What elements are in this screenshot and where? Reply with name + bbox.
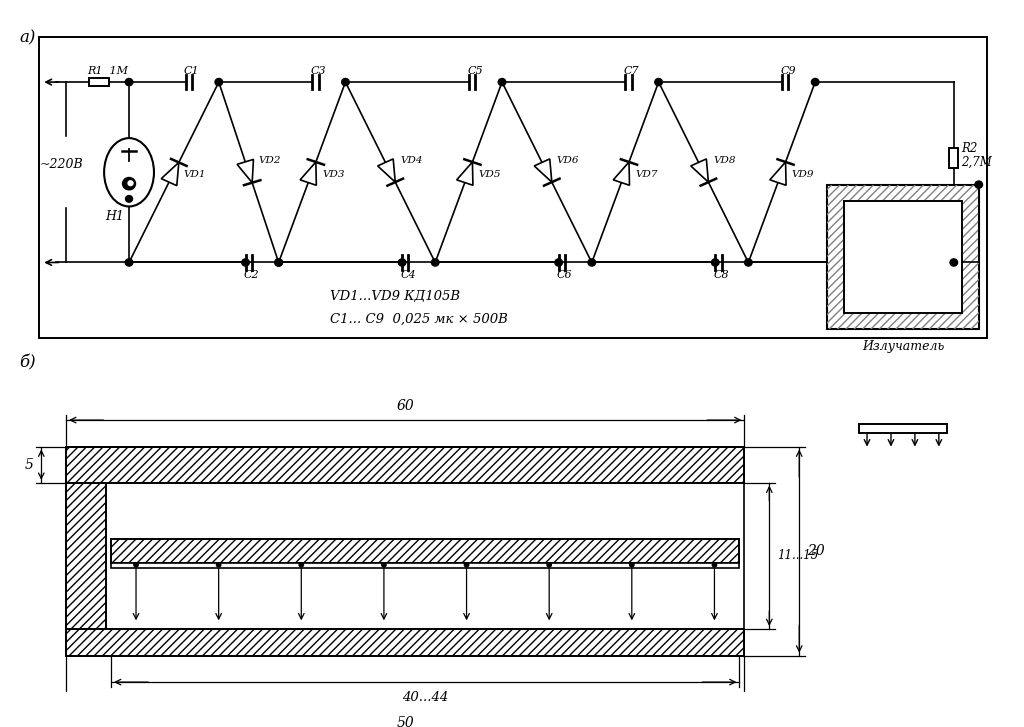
Circle shape	[630, 563, 634, 567]
Text: Излучатель: Излучатель	[862, 340, 944, 353]
Bar	[859, 424, 947, 433]
Polygon shape	[535, 159, 552, 182]
Text: VD4: VD4	[400, 156, 423, 165]
Bar	[827, 185, 979, 329]
Circle shape	[464, 563, 469, 567]
Bar	[89, 79, 110, 86]
Bar	[111, 539, 739, 563]
Polygon shape	[457, 162, 473, 185]
Text: VD1...VD9 КД105В: VD1...VD9 КД105В	[331, 291, 461, 303]
Bar	[67, 629, 744, 656]
Circle shape	[712, 259, 719, 266]
Bar	[67, 483, 106, 629]
Text: C6: C6	[557, 270, 572, 280]
Circle shape	[382, 563, 386, 567]
Polygon shape	[300, 162, 316, 185]
Text: R1  1М: R1 1М	[87, 65, 128, 76]
Circle shape	[126, 196, 132, 202]
Text: VD7: VD7	[635, 170, 657, 179]
Circle shape	[431, 259, 439, 266]
Circle shape	[134, 563, 138, 567]
Text: C5: C5	[467, 65, 482, 76]
Text: C4: C4	[400, 270, 416, 280]
Text: а): а)	[19, 29, 36, 46]
Text: C8: C8	[714, 270, 729, 280]
Text: C2: C2	[244, 270, 259, 280]
Text: 20: 20	[807, 544, 825, 558]
Text: VD5: VD5	[478, 170, 501, 179]
Text: R2: R2	[961, 142, 977, 156]
Text: VD3: VD3	[322, 170, 344, 179]
Text: C3: C3	[310, 65, 327, 76]
Text: VD6: VD6	[557, 156, 580, 165]
Circle shape	[274, 259, 283, 266]
Text: 60: 60	[396, 399, 414, 414]
Bar	[67, 446, 744, 483]
Circle shape	[555, 259, 562, 266]
Circle shape	[654, 79, 663, 86]
Bar	[111, 539, 739, 563]
Circle shape	[299, 563, 303, 567]
Polygon shape	[613, 162, 630, 185]
Text: 5: 5	[25, 458, 34, 472]
Circle shape	[125, 259, 133, 266]
Bar	[39, 36, 987, 339]
Bar	[949, 148, 958, 169]
Circle shape	[123, 177, 135, 190]
Bar	[844, 201, 962, 313]
Text: Н1: Н1	[105, 210, 124, 222]
Circle shape	[215, 79, 222, 86]
Text: C1... C9  0,025 мк × 500В: C1... C9 0,025 мк × 500В	[331, 313, 508, 326]
Circle shape	[950, 259, 957, 266]
Bar	[67, 483, 106, 629]
Circle shape	[398, 259, 406, 266]
Text: C9: C9	[780, 65, 796, 76]
Text: VD8: VD8	[714, 156, 736, 165]
Bar	[67, 446, 744, 656]
Text: б): б)	[19, 355, 36, 371]
Circle shape	[588, 259, 596, 266]
Ellipse shape	[104, 138, 154, 206]
Bar	[67, 446, 744, 483]
Circle shape	[342, 79, 349, 86]
Polygon shape	[378, 159, 395, 182]
Text: 40...44: 40...44	[402, 691, 449, 704]
Circle shape	[744, 259, 753, 266]
Circle shape	[216, 563, 221, 567]
Bar	[827, 185, 979, 329]
Circle shape	[811, 79, 819, 86]
Text: 11...15: 11...15	[777, 550, 818, 562]
Text: C7: C7	[624, 65, 639, 76]
Text: VD2: VD2	[259, 156, 282, 165]
Text: C1: C1	[184, 65, 200, 76]
Circle shape	[547, 563, 551, 567]
Circle shape	[713, 563, 717, 567]
Polygon shape	[161, 162, 179, 185]
Polygon shape	[691, 159, 709, 182]
Circle shape	[242, 259, 249, 266]
Text: ~220В: ~220В	[39, 158, 83, 171]
Text: VD1: VD1	[184, 170, 207, 179]
Circle shape	[274, 259, 283, 266]
Text: VD9: VD9	[792, 170, 814, 179]
Circle shape	[128, 181, 133, 185]
Text: 50: 50	[396, 716, 414, 727]
Circle shape	[975, 181, 982, 188]
Bar	[111, 563, 739, 568]
Bar	[67, 629, 744, 656]
Text: 2,7М: 2,7М	[961, 156, 991, 169]
Polygon shape	[238, 159, 254, 182]
Polygon shape	[770, 162, 786, 185]
Circle shape	[125, 79, 133, 86]
Circle shape	[499, 79, 506, 86]
